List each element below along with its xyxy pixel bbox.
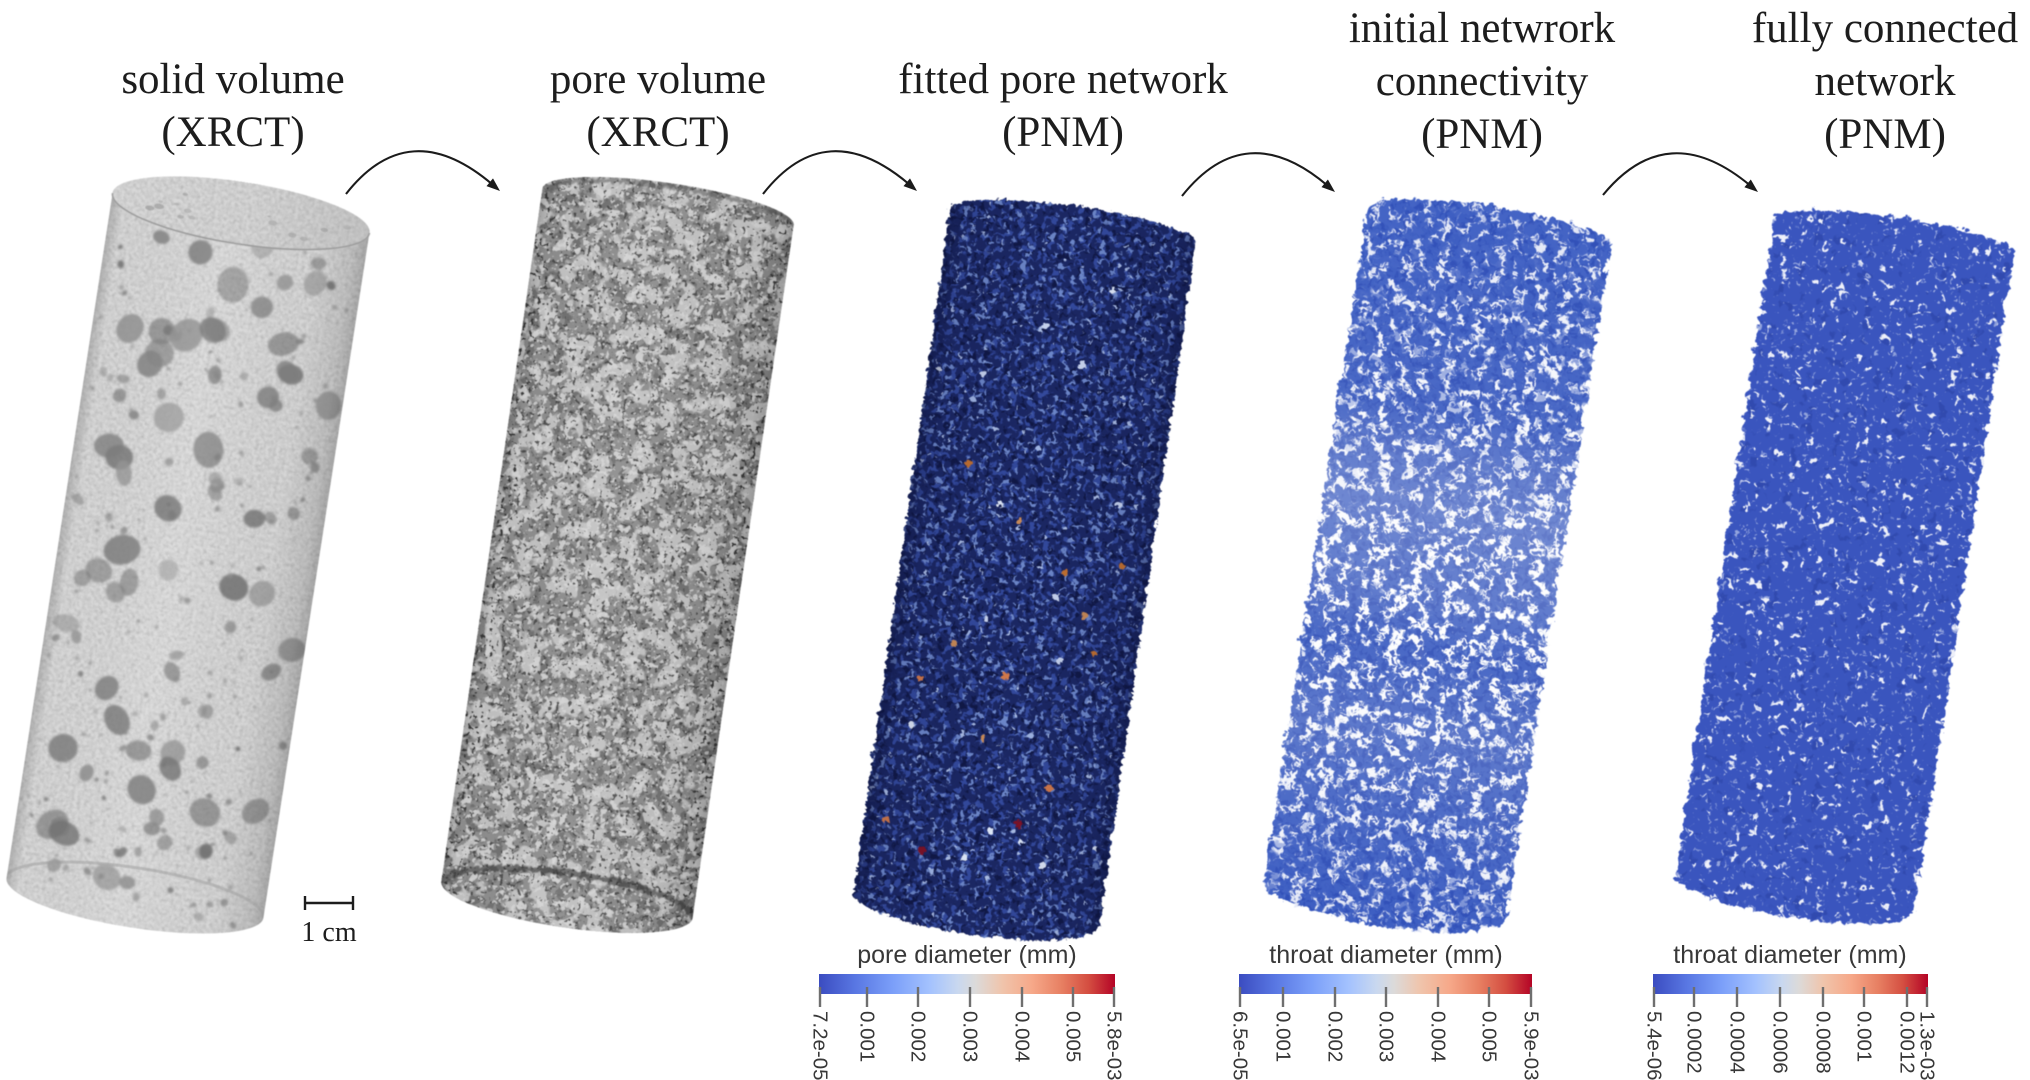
svg-text:network: network <box>1815 58 1956 105</box>
svg-text:5.9e-03: 5.9e-03 <box>1520 1011 1543 1080</box>
svg-text:0.005: 0.005 <box>1062 1011 1085 1062</box>
svg-text:0.005: 0.005 <box>1478 1011 1501 1062</box>
svg-text:(XRCT): (XRCT) <box>161 109 304 156</box>
svg-text:0.004: 0.004 <box>1427 1011 1450 1062</box>
svg-text:pore diameter (mm): pore diameter (mm) <box>857 941 1077 969</box>
svg-text:initial netwrork: initial netwrork <box>1349 5 1616 52</box>
svg-text:0.003: 0.003 <box>959 1011 982 1062</box>
svg-text:connectivity: connectivity <box>1376 58 1589 105</box>
svg-text:throat diameter (mm): throat diameter (mm) <box>1673 941 1906 969</box>
svg-text:6.5e-05: 6.5e-05 <box>1229 1011 1252 1080</box>
svg-text:0.0012: 0.0012 <box>1896 1011 1919 1074</box>
svg-text:0.0006: 0.0006 <box>1769 1011 1792 1074</box>
svg-text:fully connected: fully connected <box>1752 5 2018 52</box>
svg-text:5.8e-03: 5.8e-03 <box>1103 1011 1126 1080</box>
svg-text:0.0008: 0.0008 <box>1812 1011 1835 1074</box>
svg-text:0.0004: 0.0004 <box>1726 1011 1749 1074</box>
svg-text:(XRCT): (XRCT) <box>586 109 729 156</box>
svg-text:solid volume: solid volume <box>121 56 344 103</box>
svg-text:0.002: 0.002 <box>1324 1011 1347 1062</box>
svg-text:5.4e-06: 5.4e-06 <box>1643 1011 1666 1080</box>
svg-text:0.002: 0.002 <box>907 1011 930 1062</box>
svg-text:(PNM): (PNM) <box>1824 111 1946 158</box>
svg-text:1.3e-03: 1.3e-03 <box>1916 1011 1939 1080</box>
svg-text:throat diameter (mm): throat diameter (mm) <box>1269 941 1502 969</box>
svg-text:0.001: 0.001 <box>856 1011 879 1062</box>
svg-text:(PNM): (PNM) <box>1421 111 1543 158</box>
svg-text:0.001: 0.001 <box>1272 1011 1295 1062</box>
svg-text:7.2e-05: 7.2e-05 <box>809 1011 832 1080</box>
svg-text:fitted pore network: fitted pore network <box>898 56 1228 103</box>
svg-text:0.001: 0.001 <box>1853 1011 1876 1062</box>
svg-text:pore volume: pore volume <box>550 56 766 103</box>
svg-text:1 cm: 1 cm <box>301 917 356 948</box>
svg-text:0.003: 0.003 <box>1375 1011 1398 1062</box>
svg-text:0.004: 0.004 <box>1011 1011 1034 1062</box>
svg-text:0.0002: 0.0002 <box>1683 1011 1706 1074</box>
svg-text:(PNM): (PNM) <box>1002 109 1124 156</box>
